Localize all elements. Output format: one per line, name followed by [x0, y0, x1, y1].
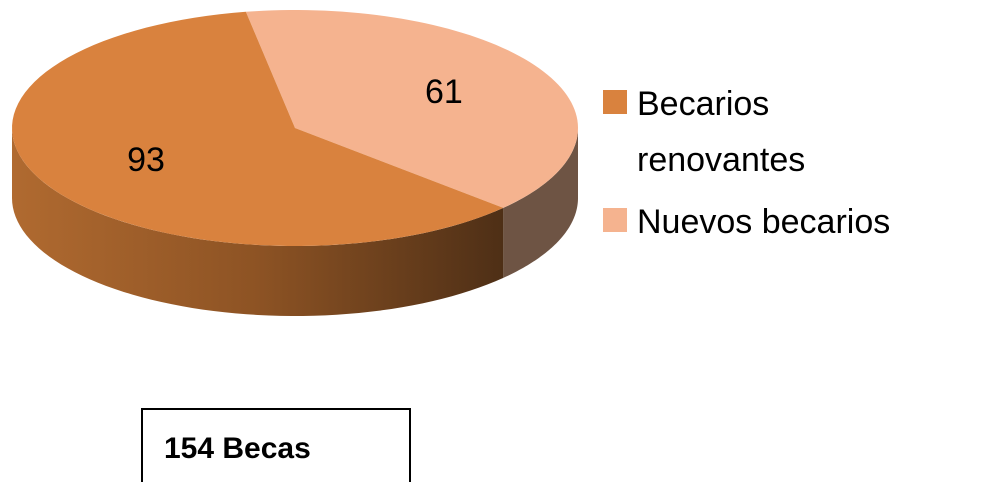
legend-item: Nuevos becarios: [603, 194, 903, 250]
data-label: 61: [425, 73, 463, 111]
annotation-box: 154 Becas: [141, 408, 411, 482]
pie-tops: 61 93: [12, 10, 578, 246]
legend-label: Nuevos becarios: [637, 203, 891, 241]
legend-swatch: [603, 90, 627, 114]
annotation: 154 Becas: [164, 432, 311, 465]
data-label: 93: [127, 141, 165, 179]
legend-label: Becarios renovantes: [637, 85, 806, 179]
legend: Becarios renovantes Nuevos becarios: [603, 76, 903, 256]
chart: 61 93: [12, 10, 578, 316]
legend-swatch: [603, 208, 627, 232]
pie-slice: [245, 10, 578, 208]
pie-slice: [12, 11, 504, 246]
pie-sides: [12, 128, 578, 316]
legend-item: Becarios renovantes: [603, 76, 903, 188]
pie-side: [503, 128, 578, 278]
pie-side: [12, 128, 504, 316]
